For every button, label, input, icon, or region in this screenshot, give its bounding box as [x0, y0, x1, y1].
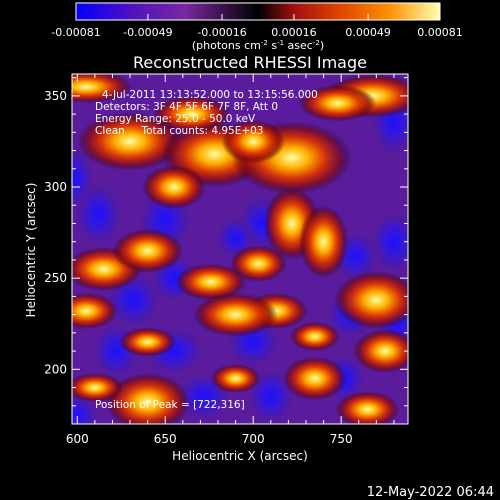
colorbar-tick-label: -0.00081	[51, 26, 100, 39]
bright-region-11	[112, 228, 183, 273]
bright-region-13	[175, 263, 247, 301]
colorbar-tick-label: 0.00081	[417, 26, 463, 39]
x-axis: 600 650 700 750	[66, 74, 395, 446]
x-tick-label: 650	[154, 432, 177, 446]
bright-region-15	[230, 245, 287, 282]
annotation-counts: Clean Total counts: 4.95E+03	[95, 125, 264, 137]
heatmap-area: 4-Jul-2011 13:13:52.000 to 13:15:56.000 …	[72, 74, 408, 424]
bright-region-17	[193, 292, 278, 337]
x-tick-label: 600	[66, 432, 89, 446]
dim-region-7	[369, 208, 408, 275]
colorbar-tick-label: -0.00049	[123, 26, 172, 39]
bright-region-24	[335, 391, 400, 424]
bright-region-12	[72, 292, 118, 330]
bright-region-4	[152, 95, 231, 133]
bright-region-19	[119, 327, 176, 357]
y-tick-label: 300	[44, 180, 67, 194]
y-tick-label: 350	[44, 89, 67, 103]
x-axis-label: Heliocentric X (arcsec)	[172, 449, 308, 463]
y-axis: 200 250 300 350	[44, 77, 408, 407]
footer-timestamp: 12-May-2022 06:44	[367, 485, 494, 500]
colorbar-unit-label: (photons cm-2 s-1 asec-2)	[192, 39, 324, 52]
bright-region-18	[334, 270, 408, 330]
y-tick-label: 200	[44, 362, 67, 376]
heatmap-bright-regions	[72, 74, 408, 424]
bright-region-9	[298, 205, 349, 279]
bright-region-26	[290, 321, 340, 352]
colorbar: -0.00081 -0.00049 -0.00016 0.00016 0.00049 0.…	[51, 2, 463, 52]
plot-frame	[71, 73, 409, 425]
bright-region-14	[142, 165, 206, 209]
bright-region-21	[210, 363, 261, 394]
y-tick-label: 250	[44, 271, 67, 285]
bright-region-20	[105, 372, 190, 424]
dim-region-1	[73, 181, 124, 248]
bright-region-0	[72, 74, 132, 104]
annotation-detectors: Detectors: 3F 4F 5F 6F 7F 8F, Att 0	[95, 101, 278, 113]
bright-region-25	[72, 372, 124, 403]
x-tick-label: 750	[330, 432, 353, 446]
bright-region-22	[283, 356, 347, 401]
bright-region-1	[77, 112, 183, 171]
annotation-peak: Position of Peak = [722,316]	[95, 399, 245, 411]
colorbar-tick-label: -0.00016	[197, 26, 246, 39]
colorbar-tick-label: 0.00049	[345, 26, 391, 39]
x-tick-label: 700	[242, 432, 265, 446]
bright-region-7	[298, 84, 377, 122]
annotation-time: 4-Jul-2011 13:13:52.000 to 13:15:56.000	[102, 89, 318, 101]
y-axis-label: Heliocentric Y (arcsec)	[24, 183, 38, 318]
colorbar-tick-label: 0.00016	[271, 26, 317, 39]
bright-region-23	[353, 329, 408, 373]
colorbar-ticks: -0.00081 -0.00049 -0.00016 0.00016 0.00049 0.…	[51, 14, 463, 39]
colorbar-gradient	[75, 2, 441, 21]
annotation-energy: Energy Range: 25.0 - 50.0 keV	[95, 113, 256, 125]
bright-region-5	[221, 119, 285, 164]
chart-title: Reconstructed RHESSI Image	[133, 53, 367, 72]
